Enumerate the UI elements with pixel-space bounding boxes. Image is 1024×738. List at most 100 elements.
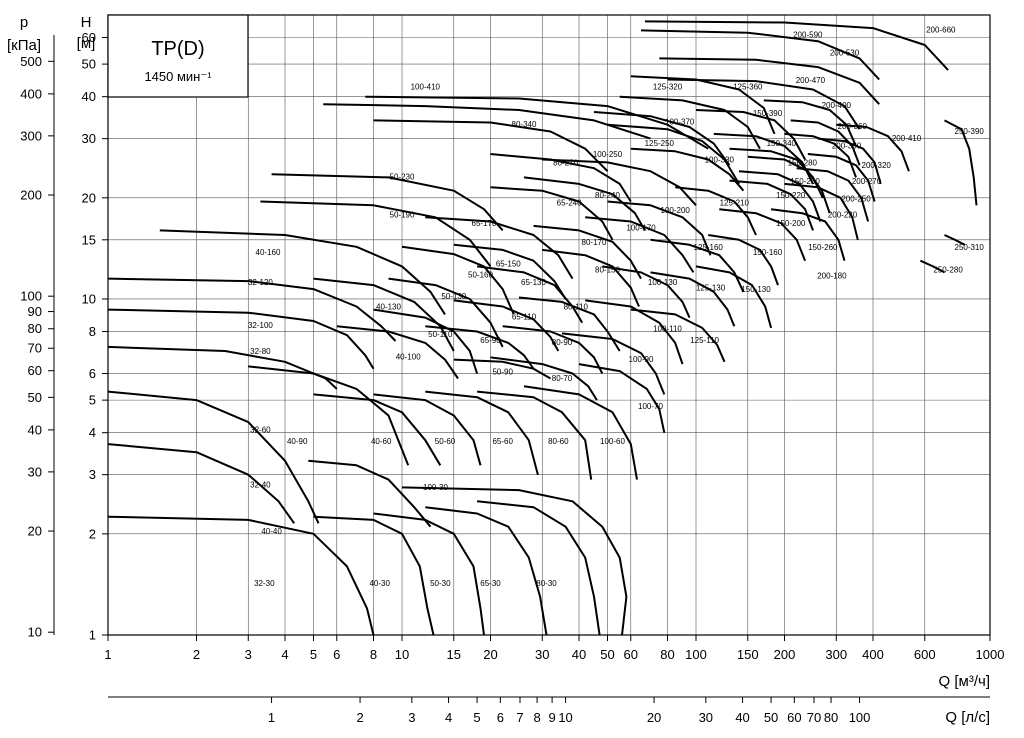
curve-50-130 xyxy=(388,277,504,348)
curve-200-530 xyxy=(659,57,880,105)
label-100-330: 100-330 xyxy=(705,155,735,164)
curve-65-150 xyxy=(453,243,567,300)
label-125-210: 125-210 xyxy=(720,198,750,207)
title-box: TP(D) 1450 мин⁻¹ xyxy=(107,14,249,98)
label-40-90: 40-90 xyxy=(287,437,308,446)
label-150-130: 150-130 xyxy=(741,285,771,294)
curve-125-320 xyxy=(619,95,761,150)
y-tick-label-30: 30 xyxy=(82,131,96,146)
x-tick-label-60: 60 xyxy=(624,647,638,662)
curve-200-320 xyxy=(817,137,882,185)
y-tick-label-5: 5 xyxy=(89,393,96,408)
label-65-170: 65-170 xyxy=(472,219,497,228)
curve-125-110 xyxy=(630,308,726,363)
label-100-250: 100-250 xyxy=(593,150,623,159)
curve-100-110 xyxy=(585,299,684,365)
curve-32-60 xyxy=(107,390,320,524)
curve-50-90 xyxy=(453,358,551,380)
q-ls-tick-label-9: 9 xyxy=(548,710,555,725)
q-ls-tick-label-70: 70 xyxy=(807,710,821,725)
p-tick-label-60: 60 xyxy=(28,363,42,378)
p-tick-label-70: 70 xyxy=(28,341,42,356)
curve-100-200 xyxy=(607,200,712,256)
curve-125-160 xyxy=(650,238,745,293)
label-250-280: 250-280 xyxy=(933,265,963,274)
label-125-320: 125-320 xyxy=(653,83,683,92)
label-100-30: 100-30 xyxy=(423,483,448,492)
chart-title: TP(D) xyxy=(151,38,204,60)
label-150-280: 150-280 xyxy=(788,158,818,167)
x-tick-label-300: 300 xyxy=(825,647,847,662)
label-40-130: 40-130 xyxy=(376,303,401,312)
curve-125-250 xyxy=(630,147,745,192)
curve-80-270 xyxy=(490,153,632,203)
y-tick-label-8: 8 xyxy=(89,324,96,339)
p-tick-label-200: 200 xyxy=(20,188,42,203)
curve-32-80 xyxy=(107,345,338,390)
label-100-200: 100-200 xyxy=(661,206,691,215)
label-50-60: 50-60 xyxy=(435,437,456,446)
curve-100-330 xyxy=(607,123,740,185)
q-ls-tick-label-80: 80 xyxy=(824,710,838,725)
y-tick-label-3: 3 xyxy=(89,467,96,482)
label-200-330: 200-330 xyxy=(832,142,862,151)
curve-40-40 xyxy=(308,459,432,528)
q-ls-tick-label-7: 7 xyxy=(516,710,523,725)
label-100-70: 100-70 xyxy=(638,402,663,411)
label-80-170: 80-170 xyxy=(582,238,607,247)
curve-32-40 xyxy=(107,443,296,524)
p-tick-label-500: 500 xyxy=(20,54,42,69)
p-tick-label-400: 400 xyxy=(20,86,42,101)
y-tick-label-6: 6 xyxy=(89,366,96,381)
q-ls-tick-label-5: 5 xyxy=(473,710,480,725)
curve-150-220 xyxy=(729,179,814,231)
label-80-340: 80-340 xyxy=(512,120,537,129)
curve-32-120 xyxy=(107,277,397,342)
x-tick-label-1000: 1000 xyxy=(976,647,1005,662)
curve-100-90 xyxy=(561,332,666,395)
curve-32-100 xyxy=(107,308,375,370)
curve-80-150 xyxy=(542,248,640,307)
x-tick-label-80: 80 xyxy=(660,647,674,662)
y-tick-label-20: 20 xyxy=(82,190,96,205)
q-ls-tick-label-60: 60 xyxy=(787,710,801,725)
label-32-100: 32-100 xyxy=(248,321,273,330)
curve-80-170 xyxy=(533,224,642,280)
curve-200-250 xyxy=(796,167,870,222)
grid xyxy=(107,15,991,636)
label-80-110: 80-110 xyxy=(564,303,589,312)
curve-40-30 xyxy=(313,515,435,636)
label-80-240: 80-240 xyxy=(595,191,620,200)
curve-50-30 xyxy=(373,512,485,636)
curve-200-590 xyxy=(640,29,880,81)
curve-150-200 xyxy=(719,208,807,262)
label-250-390: 250-390 xyxy=(955,127,985,136)
y-tick-label-60: 60 xyxy=(82,30,96,45)
label-150-250: 150-250 xyxy=(790,177,820,186)
pressure-axis-label-p: p xyxy=(20,14,28,31)
label-40-30: 40-30 xyxy=(369,579,390,588)
p-tick-label-20: 20 xyxy=(28,524,42,539)
label-100-370: 100-370 xyxy=(665,118,695,127)
label-65-130: 65-130 xyxy=(521,278,546,287)
curve-65-30 xyxy=(425,506,548,636)
x-tick-label-100: 100 xyxy=(685,647,707,662)
curve-80-70 xyxy=(490,356,598,401)
label-150-260: 150-260 xyxy=(808,243,838,252)
p-tick-label-50: 50 xyxy=(28,390,42,405)
q-ls-tick-label-100: 100 xyxy=(849,710,871,725)
p-tick-label-30: 30 xyxy=(28,464,42,479)
label-50-30: 50-30 xyxy=(430,579,451,588)
label-32-80: 32-80 xyxy=(250,347,271,356)
curve-250-390 xyxy=(944,119,978,206)
label-65-150: 65-150 xyxy=(496,259,521,268)
label-50-130: 50-130 xyxy=(441,292,466,301)
axes xyxy=(53,14,991,698)
curve-150-130 xyxy=(695,265,773,329)
curve-100-30 xyxy=(401,486,628,636)
curve-125-420 xyxy=(323,103,651,140)
curve-80-60 xyxy=(477,390,593,480)
x-tick-label-40: 40 xyxy=(572,647,586,662)
label-65-60: 65-60 xyxy=(492,437,513,446)
